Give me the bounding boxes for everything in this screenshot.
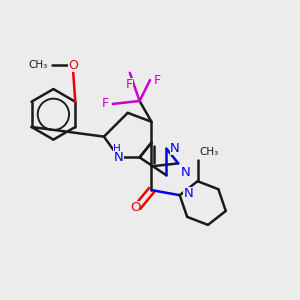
Text: N: N (170, 142, 180, 155)
Text: F: F (154, 74, 161, 87)
Text: N: N (181, 166, 190, 179)
Text: O: O (130, 201, 140, 214)
Text: CH₃: CH₃ (199, 146, 218, 157)
Text: H: H (112, 144, 120, 154)
Text: F: F (102, 98, 109, 110)
Text: N: N (183, 187, 193, 200)
Text: CH₃: CH₃ (28, 60, 47, 70)
Text: F: F (126, 78, 134, 91)
Text: N: N (114, 151, 124, 164)
Text: O: O (68, 59, 78, 72)
